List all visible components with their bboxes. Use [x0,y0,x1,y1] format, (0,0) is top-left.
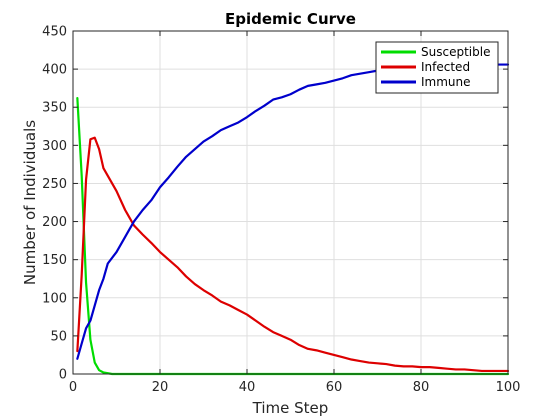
axis-ticks: 0 20 40 60 80 100 0 50 100 150 200 250 300 350 400 450 [42,25,520,396]
y-tick-label: 450 [42,25,67,40]
legend-label-infected: Infected [421,60,470,74]
plot-area-frame [72,30,509,375]
x-tick-label: 40 [239,380,256,395]
y-tick-label: 300 [42,139,67,154]
series-line-immune [76,63,510,360]
x-tick-label: 0 [69,380,77,395]
y-tick-label: 350 [42,101,67,116]
legend-label-susceptible: Susceptible [421,45,490,59]
series-line-infected [76,136,510,373]
y-tick-label: 150 [42,253,67,268]
chart-title: Epidemic Curve [225,10,356,28]
y-tick-label: 100 [42,291,67,306]
x-axis-label: Time Step [252,399,329,417]
y-tick-label: 0 [59,368,67,383]
x-tick-label: 20 [152,380,169,395]
series-line-susceptible [76,96,510,376]
legend-label-immune: Immune [421,75,471,89]
x-tick-label: 100 [496,380,521,395]
y-axis-label: Number of Individuals [21,120,39,285]
y-tick-label: 250 [42,177,67,192]
x-tick-label: 60 [326,380,343,395]
y-tick-label: 200 [42,215,67,230]
x-tick-label: 80 [413,380,430,395]
y-tick-label: 400 [42,63,67,78]
y-tick-label: 50 [50,329,67,344]
series-layer [76,63,510,376]
